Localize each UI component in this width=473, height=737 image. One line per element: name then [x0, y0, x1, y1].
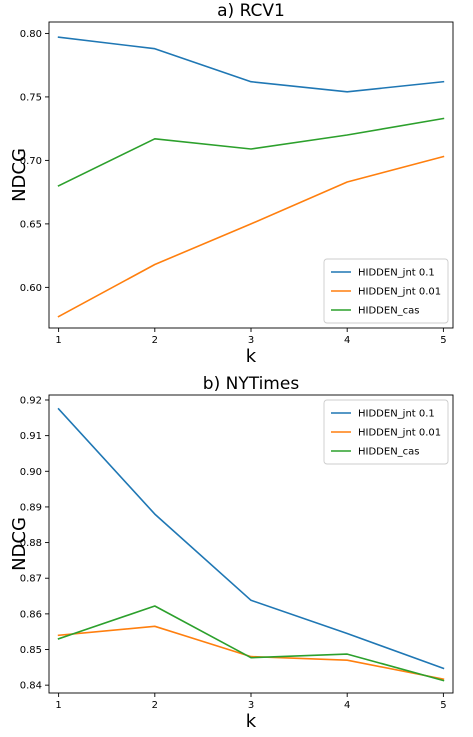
x-tick-label: 1: [55, 335, 61, 346]
y-axis-label: NDCG: [9, 148, 30, 202]
series-line-3: [57, 605, 445, 682]
y-tick-label: 0.60: [20, 283, 42, 294]
y-tick-label: 0.90: [20, 467, 42, 478]
chart-title: b) NYTimes: [203, 374, 300, 394]
y-axis-label: NDCG: [9, 517, 30, 571]
legend-label: HIDDEN_jnt 0.01: [358, 428, 441, 439]
y-tick-label: 0.87: [20, 574, 42, 585]
x-tick-label: 5: [440, 700, 446, 711]
chart-title: a) RCV1: [217, 1, 285, 21]
panel-rcv1: a) RCV1 1 2 3 4 5 0.60 0.65 0.70 0.75 0.80 k NDCG HID…: [9, 1, 454, 367]
x-axis-label: k: [246, 346, 257, 367]
x-tick-label: 2: [152, 335, 158, 346]
x-tick-label: 3: [248, 700, 254, 711]
y-tick-label: 0.85: [20, 645, 42, 656]
legend-label: HIDDEN_jnt 0.01: [358, 287, 441, 298]
legend-label: HIDDEN_jnt 0.1: [358, 268, 435, 279]
y-tick-label: 0.80: [20, 29, 42, 40]
x-tick-label: 4: [344, 700, 350, 711]
panel-nytimes: b) NYTimes 1 2 3 4 5 0.84 0.85 0.86 0.87 0.88 0.89 0…: [9, 374, 454, 732]
x-tick-label: 3: [248, 335, 254, 346]
legend: HIDDEN_jnt 0.1 HIDDEN_jnt 0.01 HIDDEN_cas: [323, 399, 449, 465]
x-axis-label: k: [246, 711, 257, 732]
legend-label: HIDDEN_cas: [358, 447, 420, 458]
y-tick-label: 0.91: [20, 431, 42, 442]
legend: HIDDEN_jnt 0.1 HIDDEN_jnt 0.01 HIDDEN_cas: [323, 258, 449, 324]
y-tick-label: 0.86: [20, 609, 42, 620]
series-line-1: [57, 36, 445, 93]
y-tick-label: 0.89: [20, 502, 42, 513]
x-tick-label: 1: [55, 700, 61, 711]
y-tick-label: 0.70: [20, 156, 42, 167]
y-tick-label: 0.84: [20, 681, 42, 692]
series-line-3: [57, 117, 445, 187]
y-tick-label: 0.92: [20, 395, 42, 406]
legend-label: HIDDEN_cas: [358, 306, 420, 317]
legend-label: HIDDEN_jnt 0.1: [358, 409, 435, 420]
y-tick-label: 0.65: [20, 219, 42, 230]
legend-box: [323, 399, 449, 465]
series-line-1: [57, 407, 445, 670]
legend-box: [323, 258, 449, 324]
series-line-2: [57, 625, 445, 681]
y-tick-label: 0.75: [20, 92, 42, 103]
series-line-2: [57, 155, 445, 318]
x-tick-label: 2: [152, 700, 158, 711]
x-tick-label: 5: [440, 335, 446, 346]
y-tick-label: 0.88: [20, 538, 42, 549]
x-tick-label: 4: [344, 335, 350, 346]
